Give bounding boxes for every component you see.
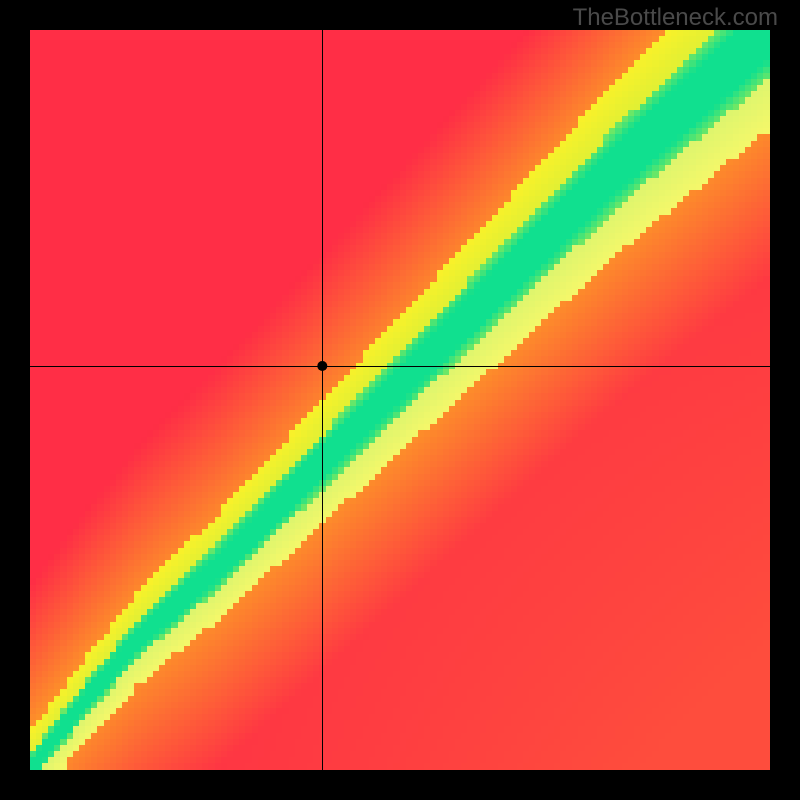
watermark-text: TheBottleneck.com [573,4,778,32]
chart-container: TheBottleneck.com [0,0,800,800]
heatmap-canvas [30,30,770,770]
heatmap-plot [30,30,770,770]
